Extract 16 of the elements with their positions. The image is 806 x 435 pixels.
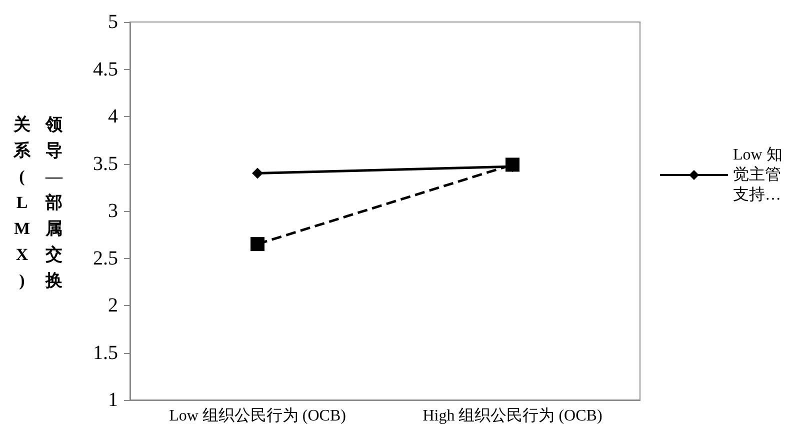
legend-label: Low 知觉主管支持… xyxy=(733,146,782,204)
y-tick-label: 2.5 xyxy=(93,247,118,270)
y-tick-label: 4 xyxy=(108,106,118,128)
x-tick-label: High 组织公民行为 (OCB) xyxy=(422,406,602,424)
y-tick-label: 2 xyxy=(108,294,118,316)
y-tick-label: 3 xyxy=(108,200,118,222)
y-tick-label: 5 xyxy=(108,11,118,33)
point xyxy=(252,168,263,179)
y-tick-label: 3.5 xyxy=(93,152,118,175)
x-tick-label: Low 组织公民行为 (OCB) xyxy=(169,406,346,424)
point xyxy=(250,237,264,252)
y-tick-label: 1 xyxy=(108,389,118,411)
y-tick-label: 4.5 xyxy=(93,58,118,80)
y-tick-label: 1.5 xyxy=(93,342,118,364)
point xyxy=(506,158,520,172)
text: 领导—部属交换关系(LMX) xyxy=(14,115,62,290)
